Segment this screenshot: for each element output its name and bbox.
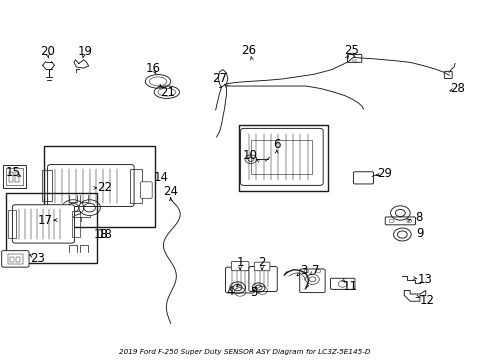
FancyBboxPatch shape <box>141 182 152 198</box>
Bar <box>251 140 313 174</box>
Bar <box>44 145 155 227</box>
Text: 27: 27 <box>212 72 227 85</box>
Bar <box>72 211 80 237</box>
Text: 24: 24 <box>163 185 178 198</box>
FancyBboxPatch shape <box>12 205 74 243</box>
Text: 8: 8 <box>415 211 422 224</box>
Text: 2019 Ford F-250 Super Duty SENSOR ASY Diagram for LC3Z-5E145-D: 2019 Ford F-250 Super Duty SENSOR ASY Di… <box>119 349 371 355</box>
Bar <box>42 170 51 201</box>
Bar <box>7 254 23 264</box>
Bar <box>16 257 20 262</box>
FancyBboxPatch shape <box>241 129 323 185</box>
Text: 29: 29 <box>377 167 392 180</box>
FancyBboxPatch shape <box>225 267 255 293</box>
Text: 5: 5 <box>250 287 257 300</box>
Text: 2: 2 <box>258 256 266 269</box>
Bar <box>6 168 23 185</box>
Bar <box>8 210 16 238</box>
FancyBboxPatch shape <box>331 278 355 289</box>
Text: 9: 9 <box>416 226 424 239</box>
Text: 10: 10 <box>243 149 257 162</box>
Text: 4: 4 <box>226 285 234 298</box>
Text: 21: 21 <box>160 86 175 99</box>
Text: 18: 18 <box>94 228 108 241</box>
FancyBboxPatch shape <box>231 261 249 271</box>
FancyBboxPatch shape <box>347 54 362 62</box>
FancyBboxPatch shape <box>48 165 134 207</box>
Bar <box>15 172 19 182</box>
FancyBboxPatch shape <box>385 217 416 225</box>
Text: 7: 7 <box>312 264 319 277</box>
Text: 17: 17 <box>38 214 53 227</box>
FancyBboxPatch shape <box>353 172 373 184</box>
FancyBboxPatch shape <box>300 269 325 293</box>
FancyBboxPatch shape <box>249 266 277 292</box>
FancyBboxPatch shape <box>254 262 270 271</box>
Bar <box>10 257 14 262</box>
Text: 22: 22 <box>97 181 112 194</box>
Bar <box>130 168 143 203</box>
Text: 20: 20 <box>40 45 54 58</box>
Text: 11: 11 <box>343 280 358 293</box>
Text: 28: 28 <box>450 82 465 95</box>
Text: 25: 25 <box>344 44 359 57</box>
Bar <box>2 165 26 188</box>
Text: 19: 19 <box>77 45 92 58</box>
Text: 13: 13 <box>417 273 432 286</box>
Text: 6: 6 <box>273 138 280 150</box>
Text: 12: 12 <box>419 294 434 307</box>
Bar <box>9 172 13 182</box>
Text: 23: 23 <box>30 252 45 265</box>
Bar <box>5 193 98 263</box>
Text: 26: 26 <box>242 44 256 57</box>
Text: 3: 3 <box>300 264 307 277</box>
Text: 15: 15 <box>6 166 21 179</box>
FancyBboxPatch shape <box>1 251 29 267</box>
Text: 16: 16 <box>146 62 161 75</box>
Text: 14: 14 <box>153 171 169 184</box>
Text: 1: 1 <box>236 256 244 269</box>
Text: 18: 18 <box>98 228 112 241</box>
Bar <box>239 125 328 192</box>
FancyBboxPatch shape <box>444 71 452 78</box>
